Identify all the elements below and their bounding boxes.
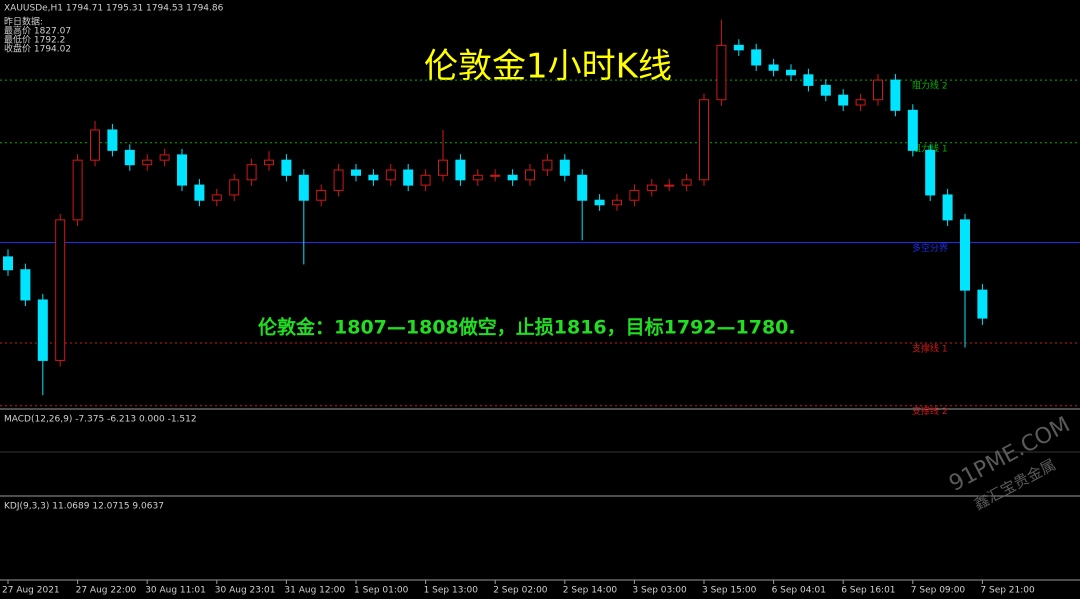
candle-body [699, 99, 709, 181]
x-tick-label: 27 Aug 22:00 [76, 586, 137, 596]
candle-body [264, 159, 274, 166]
candle-body [229, 179, 240, 196]
candle-body [3, 256, 13, 271]
candle-body [177, 154, 187, 186]
candle-body [159, 154, 170, 161]
candle-body [385, 169, 396, 181]
candle-body [960, 219, 970, 291]
x-tick-label: 27 Aug 2021 [2, 586, 60, 596]
candle-body [490, 174, 501, 177]
candle-body [855, 99, 866, 106]
x-tick-label: 6 Sep 04:01 [772, 586, 826, 596]
annotation: 伦敦金：1807—1808做空，止损1816，目标1792—1780. [258, 316, 796, 339]
candle-body [612, 199, 622, 206]
symbol-line: XAUUSDe,H1 1794.71 1795.31 1794.53 1794.… [4, 4, 224, 14]
candle-body [455, 159, 466, 181]
candle-body [333, 169, 344, 191]
x-tick-label: 30 Aug 11:01 [145, 586, 206, 596]
candle-body [211, 194, 222, 201]
candle-body [142, 159, 153, 166]
candle-body [472, 174, 483, 181]
candle-body [820, 84, 831, 96]
candle-body [664, 184, 675, 187]
x-tick-label: 1 Sep 13:00 [424, 586, 479, 596]
candle-body [907, 109, 918, 151]
level-label: 多空分界 [912, 242, 948, 254]
candle-body [803, 74, 814, 86]
x-tick-label: 2 Sep 02:00 [493, 586, 548, 596]
yesterday-close: 收盘价 1794.02 [4, 43, 71, 55]
x-tick-label: 3 Sep 03:00 [632, 586, 687, 596]
x-tick-label: 1 Sep 01:00 [354, 586, 409, 596]
candle-body [733, 44, 744, 51]
macd-label: MACD(12,26,9) -7.375 -6.213 0.000 -1.512 [4, 415, 197, 425]
candle-body [316, 189, 327, 201]
x-tick-label: 31 Aug 12:00 [284, 586, 345, 596]
candle-body [768, 64, 779, 71]
x-tick-label: 7 Sep 21:00 [980, 586, 1035, 596]
candle-body [507, 174, 518, 181]
x-tick-label: 7 Sep 09:00 [911, 586, 966, 596]
candle-body [298, 174, 309, 201]
x-tick-label: 2 Sep 14:00 [563, 586, 618, 596]
candle-body [629, 189, 640, 201]
candle-body [977, 289, 988, 319]
candle-body [438, 159, 448, 176]
candle-body [542, 159, 553, 171]
candle-body [925, 149, 936, 196]
candle-body [420, 174, 431, 186]
kdj-label: KDJ(9,3,3) 11.0689 12.0715 9.0637 [4, 502, 164, 512]
candle-body [194, 184, 205, 201]
candle-body [786, 69, 796, 76]
candle-body [594, 199, 605, 206]
candle-body [351, 169, 361, 176]
candle-body [281, 159, 292, 176]
candle-body [890, 79, 901, 111]
yesterday-low: 最低价 1792.2 [4, 34, 65, 46]
candle-body [368, 174, 379, 181]
candle-body [124, 149, 135, 166]
x-tick-label: 6 Sep 16:01 [841, 586, 895, 596]
candle-body [577, 174, 588, 201]
candle-body [873, 79, 883, 101]
candle-body [646, 184, 657, 191]
level-label: 阻力线 2 [912, 80, 948, 92]
candle-body [559, 159, 570, 176]
candle-body [55, 219, 66, 361]
candle-body [838, 94, 849, 106]
candle-body [90, 129, 100, 161]
x-tick-label: 30 Aug 23:01 [215, 586, 276, 596]
yesterday-high: 最高价 1827.07 [4, 25, 71, 37]
candle-body [403, 169, 414, 186]
x-tick-label: 3 Sep 15:00 [702, 586, 757, 596]
candle-body [716, 44, 727, 101]
candle-body [751, 49, 762, 66]
level-label: 支撑线 2 [912, 405, 948, 417]
candle-body [37, 299, 48, 361]
candle-body [246, 164, 257, 181]
candle-body [107, 129, 118, 151]
candle-body [942, 194, 953, 221]
candle-body [525, 169, 535, 181]
level-label: 支撑线 1 [912, 343, 948, 355]
candle-body [20, 269, 31, 301]
candle-body [72, 159, 83, 221]
candle-body [681, 179, 692, 186]
yesterday-label: 昨日数据: [4, 16, 43, 28]
